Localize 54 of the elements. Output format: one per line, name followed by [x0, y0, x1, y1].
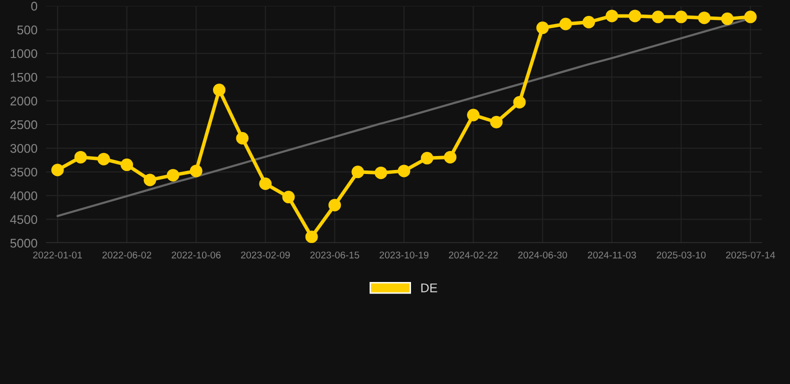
point: [74, 150, 87, 164]
point: [282, 190, 295, 204]
x-tick-label: 2023-02-09: [241, 252, 290, 258]
y-tick-label: 1500: [10, 72, 38, 82]
point: [305, 230, 318, 243]
point: [628, 10, 642, 22]
x-tick-label: 2023-06-15: [310, 252, 360, 258]
y-tick-label: 3000: [10, 144, 38, 153]
y-tick-label: 500: [17, 26, 38, 34]
x-tick-label: 2024-02-22: [448, 252, 498, 258]
x-tick-label: 2024-11-03: [588, 252, 636, 258]
point: [374, 166, 388, 180]
x-tick-label: 2022-10-06: [172, 252, 221, 258]
point: [212, 84, 226, 96]
point: [652, 10, 664, 24]
point: [559, 18, 572, 30]
x-tick-label: 2024-06-30: [518, 252, 568, 258]
x-tick-label: 2022-01-01: [33, 252, 82, 258]
point: [744, 10, 757, 24]
y-tick-label: 2500: [10, 120, 38, 130]
y-tick-label: 0: [31, 2, 38, 11]
point: [467, 108, 480, 122]
x-tick-label: 2022-06-02: [102, 252, 152, 258]
point: [444, 150, 456, 164]
point: [97, 152, 110, 166]
point: [352, 166, 364, 178]
y-tick-label: 4000: [10, 191, 38, 200]
y-tick-label: 5000: [10, 238, 38, 248]
point: [698, 12, 711, 24]
y-tick-label: 4500: [10, 215, 38, 224]
point: [259, 178, 272, 190]
legend-label: DE: [421, 284, 438, 292]
point: [582, 16, 596, 28]
point: [190, 164, 202, 178]
y-tick-label: 1000: [10, 49, 38, 58]
point: [490, 116, 503, 128]
point: [606, 10, 618, 22]
point: [420, 152, 434, 164]
x-tick-label: 2025-03-10: [656, 252, 706, 258]
y-tick-label: 3500: [10, 168, 38, 177]
point: [536, 22, 549, 34]
point: [721, 12, 734, 26]
x-tick-label: 2023-10-19: [380, 252, 428, 258]
x-tick-label: 2025-07-14: [726, 252, 776, 258]
point: [166, 168, 180, 182]
point: [120, 158, 134, 172]
point: [398, 164, 410, 178]
y-tick-label: 2000: [10, 96, 38, 106]
point: [144, 174, 156, 186]
point: [513, 96, 526, 108]
point: [674, 10, 688, 24]
point: [328, 198, 341, 212]
point: [236, 132, 249, 144]
point: [51, 164, 64, 176]
